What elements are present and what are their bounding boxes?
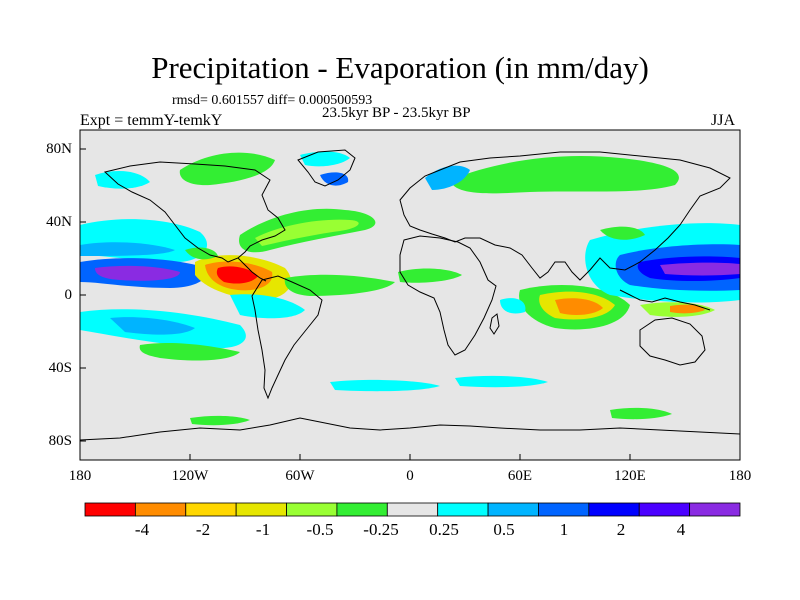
contour-blue-spac — [110, 317, 195, 335]
colorbar-label: -0.5 — [306, 520, 334, 539]
colorbar-swatch — [588, 502, 640, 517]
colorbar-swatch — [638, 502, 691, 517]
lon-label-180w: 180 — [68, 468, 92, 484]
colorbar-swatch — [538, 502, 590, 517]
colorbar-swatch — [689, 502, 741, 517]
coast-north-america — [103, 161, 286, 263]
colorbar-label: 4 — [676, 520, 686, 539]
season-label: JJA — [711, 112, 736, 129]
colorbar-label: -4 — [134, 520, 150, 539]
colorbar-swatch — [84, 502, 136, 517]
lat-label-80s: 80S — [48, 433, 72, 449]
colorbar-swatch — [487, 502, 539, 517]
colorbar-swatch — [437, 502, 489, 517]
stats-text: rmsd= 0.601557 diff= 0.000500593 — [172, 93, 373, 108]
contour-orange-io — [555, 298, 603, 316]
colorbar-label: -1 — [255, 520, 271, 539]
colorbar-label: 0.5 — [493, 520, 515, 539]
contour-cyan-npac2 — [80, 242, 175, 256]
lat-label-0: 0 — [64, 287, 73, 303]
period-text: 23.5kyr BP - 23.5kyr BP — [322, 105, 471, 121]
lon-label-120e: 120E — [614, 468, 646, 484]
colorbar-label: 2 — [616, 520, 626, 539]
lon-label-60w: 60W — [285, 468, 315, 484]
contour-green-canada — [179, 152, 275, 186]
coast-se-asia — [619, 289, 711, 311]
contour-green-so — [190, 415, 250, 426]
contour-green-eurasia — [450, 156, 679, 194]
coast-antarctica — [80, 417, 740, 441]
lon-label-120w: 120W — [171, 468, 209, 484]
contour-green-spac — [139, 342, 240, 361]
coastlines — [80, 149, 740, 441]
lon-label-60e: 60E — [507, 468, 533, 484]
colorbar-swatch — [386, 502, 439, 517]
coast-australia — [639, 317, 706, 366]
coast-madagascar — [489, 313, 500, 335]
lat-label-40s: 40S — [48, 360, 72, 376]
contour-green-trop-atl — [284, 274, 395, 296]
coast-greenland — [297, 149, 356, 187]
coast-eurasia — [399, 151, 731, 281]
lat-label-80n: 80N — [46, 141, 72, 157]
colorbar — [84, 502, 741, 517]
experiment-label: Expt = temmY-temkY — [80, 112, 223, 129]
colorbar-swatch — [185, 502, 237, 517]
contour-orange-ne — [670, 304, 705, 314]
contour-cyan-so2 — [455, 375, 548, 388]
colorbar-swatch — [134, 502, 187, 517]
lon-label-0: 0 — [406, 468, 414, 484]
colorbar-swatch — [336, 502, 388, 517]
contour-green-so2 — [610, 407, 672, 420]
contour-blue-greenland — [320, 172, 349, 186]
colorbar-swatch — [286, 502, 338, 517]
colorbar-swatch — [235, 502, 287, 517]
contour-cyan-so1 — [330, 379, 440, 392]
map-panel — [79, 129, 741, 461]
contour-lime-na — [255, 219, 359, 246]
contour-purple-npac — [95, 265, 180, 281]
colorbar-label: 1 — [559, 520, 569, 539]
lon-label-180e: 180 — [728, 468, 752, 484]
contour-green-africa — [398, 268, 462, 283]
contour-cyan-io — [500, 298, 526, 314]
coast-africa — [399, 235, 497, 356]
anomaly-contours — [80, 151, 740, 426]
tick-marks — [79, 148, 741, 460]
lat-label-40n: 40N — [46, 214, 72, 230]
contour-green-wpac — [600, 226, 645, 240]
contour-cyan-n — [300, 151, 350, 167]
contour-red-ca — [216, 266, 258, 284]
colorbar-label: 0.25 — [429, 520, 459, 539]
coast-central-america — [237, 257, 267, 282]
colorbar-label: -2 — [195, 520, 211, 539]
coast-south-america — [251, 275, 323, 400]
contour-green-ca — [185, 247, 218, 260]
map-title: Precipitation - Evaporation (in mm/day) — [151, 50, 649, 85]
contour-cyan-spac2 — [230, 294, 305, 319]
colorbar-label: -0.25 — [363, 520, 399, 539]
contour-purple-wpac — [660, 262, 740, 276]
